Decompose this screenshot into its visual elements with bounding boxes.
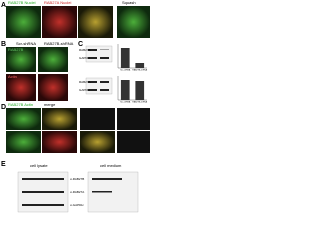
column-label: RAB27B-shRNA bbox=[44, 41, 74, 46]
row-label: Actin bbox=[8, 74, 17, 79]
x-tick-label: RAB27B-shRNA bbox=[132, 101, 147, 104]
image-title: RAB27A Nuclei bbox=[44, 0, 71, 5]
image-title: merge bbox=[84, 0, 96, 5]
image-title: merge bbox=[44, 102, 56, 107]
group-label: cell lysate bbox=[30, 163, 48, 168]
x-tick-label: Scr-shRNA bbox=[120, 101, 131, 104]
band bbox=[88, 49, 97, 51]
image-title: Squash bbox=[122, 0, 136, 5]
micrograph bbox=[6, 131, 41, 153]
bar bbox=[135, 81, 145, 100]
band bbox=[100, 49, 109, 50]
band-label: RAB27B bbox=[79, 48, 91, 52]
column-label: Scr-shRNA bbox=[16, 41, 36, 46]
band-label: GAPDH bbox=[79, 88, 90, 92]
band-label: α-RAB27A bbox=[70, 190, 84, 194]
bar bbox=[120, 48, 130, 68]
micrograph bbox=[80, 131, 115, 153]
micrograph bbox=[117, 131, 150, 153]
micrograph bbox=[80, 108, 115, 130]
band-label: RAB27A bbox=[79, 80, 91, 84]
bar bbox=[135, 63, 145, 68]
micrograph bbox=[6, 47, 36, 72]
micrograph bbox=[42, 131, 77, 153]
micrograph bbox=[42, 108, 77, 130]
image-title: RAB27B Nuclei bbox=[8, 0, 36, 5]
micrograph bbox=[6, 108, 41, 130]
x-tick-label: RAB27B-shRNA bbox=[132, 69, 147, 72]
group-label: cell medium bbox=[100, 163, 122, 168]
micrograph bbox=[38, 47, 68, 72]
band bbox=[100, 57, 109, 59]
band bbox=[100, 81, 109, 83]
micrograph bbox=[117, 108, 150, 130]
band-label: GAPDH bbox=[79, 56, 90, 60]
micrograph bbox=[6, 74, 36, 101]
bands bbox=[22, 178, 122, 206]
micrograph bbox=[117, 6, 150, 38]
band-label: α-GAPDH bbox=[70, 203, 83, 207]
panel-label: C bbox=[78, 41, 83, 48]
panel-label: E bbox=[1, 161, 6, 168]
micrograph bbox=[6, 6, 41, 38]
micrograph bbox=[38, 74, 68, 101]
panel-label: D bbox=[1, 104, 6, 111]
band bbox=[100, 89, 109, 91]
figure: A RAB27B Nuclei RAB27A Nuclei merge Squa… bbox=[1, 0, 150, 213]
band bbox=[88, 57, 97, 59]
row-label: RAB27B bbox=[8, 47, 24, 52]
band-label: α-RAB27B bbox=[70, 177, 84, 181]
x-tick-label: Scr-shRNA bbox=[120, 69, 131, 72]
micrograph bbox=[42, 6, 77, 38]
bar bbox=[120, 80, 130, 100]
panel-label: A bbox=[1, 2, 6, 9]
micrograph bbox=[78, 6, 113, 38]
panel-label: B bbox=[1, 41, 6, 48]
band bbox=[88, 81, 97, 83]
band bbox=[88, 89, 97, 91]
image-title: RAB27B Actin bbox=[8, 102, 33, 107]
